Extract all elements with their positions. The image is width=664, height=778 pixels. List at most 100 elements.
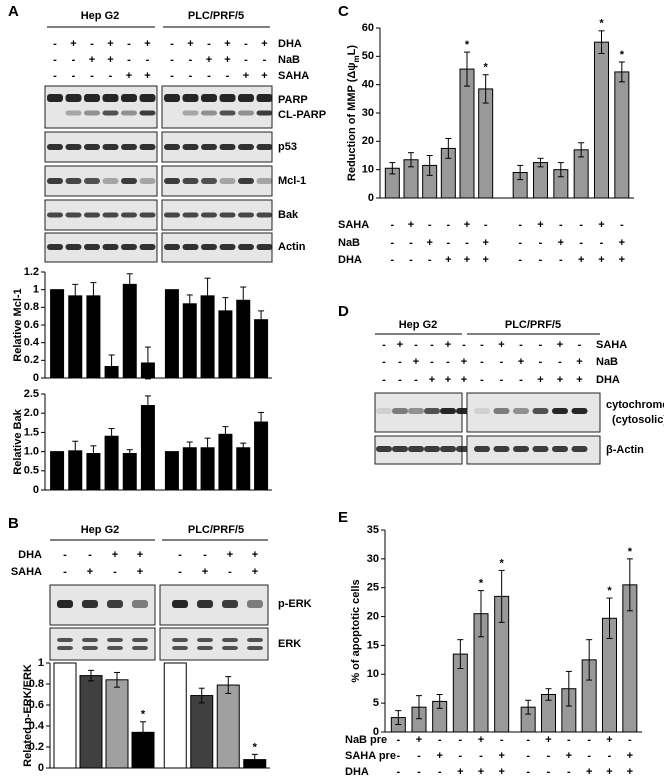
error-bar (72, 283, 79, 308)
treatment-sign: + (464, 219, 470, 231)
blot-band (121, 144, 137, 150)
blot-band (139, 144, 156, 150)
blot-band (164, 144, 180, 150)
blot-band (47, 244, 63, 250)
y-tick-label: 0.6 (24, 319, 39, 331)
treatment-sign: - (409, 254, 413, 266)
treatment-sign: - (189, 70, 193, 82)
error-bar (204, 277, 211, 315)
blot-band (121, 212, 137, 218)
bar (236, 447, 251, 491)
blot-band (132, 600, 148, 608)
treatment-sign: - (207, 38, 211, 50)
blot-band (571, 446, 588, 452)
treatment-sign: - (417, 750, 421, 762)
blot-band (201, 110, 217, 116)
treatment-sign: - (578, 339, 582, 351)
treatment-sign: - (539, 356, 543, 368)
panel-label: C (338, 3, 349, 20)
treatment-sign: - (446, 237, 450, 249)
error-bar (525, 699, 532, 715)
treatment-sign: + (445, 254, 451, 266)
treatment-sign: + (261, 70, 267, 82)
blot-label: Actin (278, 241, 306, 253)
blot-label: (cytosolic) (612, 414, 664, 426)
blot-panel (161, 85, 273, 129)
treatment-label: DHA (278, 38, 302, 50)
treatment-sign: - (228, 566, 232, 578)
treatment-sign: - (479, 750, 483, 762)
y-axis-label: Related p-ERK/ERK (22, 664, 34, 767)
treatment-label: DHA (345, 766, 369, 778)
treatment-sign: + (144, 38, 150, 50)
blot-band (84, 244, 100, 250)
error-bar (90, 282, 97, 310)
treatment-sign: + (107, 54, 113, 66)
treatment-sign: - (547, 750, 551, 762)
blot-band (474, 446, 490, 452)
treatment-sign: - (53, 70, 57, 82)
treatment-sign: - (53, 54, 57, 66)
blot-band (84, 144, 100, 150)
treatment-sign: - (628, 734, 632, 746)
significance-marker: * (628, 546, 633, 558)
treatment-sign: + (586, 766, 592, 778)
error-bar (445, 138, 452, 159)
error-bar (240, 442, 247, 453)
y-tick-label: 10 (367, 668, 379, 680)
blot-band (102, 244, 119, 250)
treatment-sign: + (243, 70, 249, 82)
blot-label: PARP (278, 94, 308, 106)
error-bar (498, 569, 505, 623)
treatment-sign: - (587, 734, 591, 746)
treatment-sign: - (500, 374, 504, 386)
treatment-label: NaB (278, 54, 300, 66)
blot-band (392, 446, 408, 452)
bar (50, 451, 65, 491)
y-tick-label: 0 (33, 484, 39, 496)
treatment-sign: - (430, 356, 434, 368)
treatment-sign: + (627, 766, 633, 778)
treatment-sign: - (547, 766, 551, 778)
blot-band (247, 646, 263, 650)
error-bar (204, 437, 211, 458)
treatment-sign: - (414, 374, 418, 386)
treatment-sign: - (518, 219, 522, 231)
error-bar (408, 152, 414, 168)
treatment-sign: + (408, 219, 414, 231)
blot-band (102, 178, 119, 184)
y-tick-label: 1 (33, 284, 39, 296)
error-bar (198, 687, 205, 704)
blot-band (197, 600, 213, 608)
treatment-sign: + (202, 566, 208, 578)
blot-band (65, 212, 82, 218)
treatment-sign: - (396, 734, 400, 746)
error-bar (258, 310, 265, 330)
y-tick-label: 20 (367, 610, 379, 622)
error-bar (557, 162, 564, 178)
blot-band (65, 110, 82, 116)
y-tick-label: 1.0 (24, 446, 39, 458)
blot-band (201, 144, 217, 150)
y-axis-label: Reduction of MMP (ΔψmL) (346, 45, 361, 182)
blot-band (121, 178, 137, 184)
treatment-sign: - (207, 70, 211, 82)
treatment-sign: - (244, 54, 248, 66)
treatment-sign: + (426, 237, 432, 249)
y-axis-label-part: Relative Mcl-1 (12, 288, 24, 361)
blot-label: CL-PARP (278, 109, 326, 121)
error-bar (144, 346, 151, 380)
blot-band (57, 600, 73, 608)
blot-band (57, 638, 73, 642)
treatment-sign: - (170, 38, 174, 50)
blot-band (132, 646, 148, 650)
blot-label: cytochrome c (606, 399, 664, 411)
blot-band (238, 178, 254, 184)
bar (140, 405, 155, 491)
error-bar (114, 671, 120, 688)
y-tick-label: 0 (368, 192, 374, 204)
error-bar (108, 354, 115, 379)
treatment-sign: - (170, 70, 174, 82)
error-bar (251, 753, 258, 766)
error-bar (140, 721, 146, 744)
